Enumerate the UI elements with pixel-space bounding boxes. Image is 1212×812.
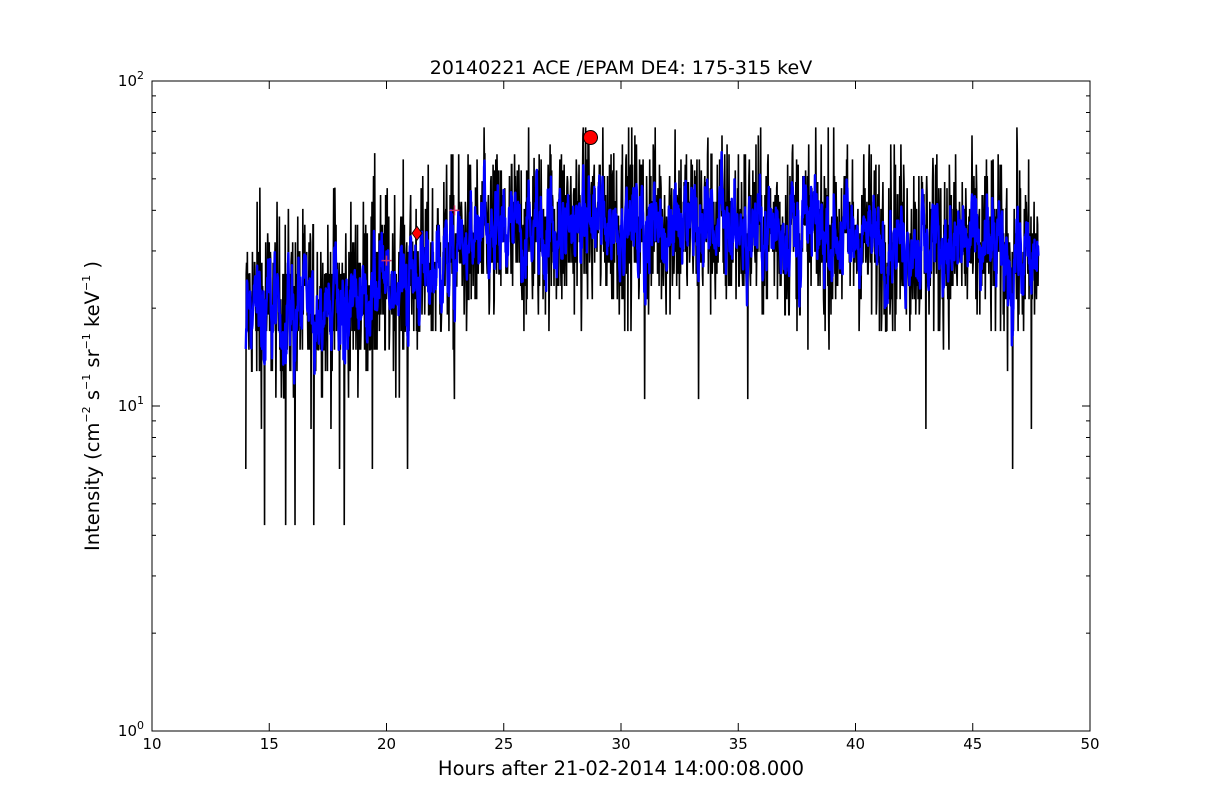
y-label-cm-exponent: −2 <box>80 406 93 422</box>
marker-plus-2 <box>381 255 392 266</box>
y-tick-label: 102 <box>118 69 144 90</box>
x-tick-label: 50 <box>1080 735 1099 753</box>
y-label-s-exponent: −1 <box>80 374 93 390</box>
y-label-sr-exponent: −1 <box>80 333 93 349</box>
y-label-kev: keV <box>81 290 104 333</box>
y-axis-label: Intensity (cm−2 s−1 sr−1 keV−1 ) <box>80 261 104 551</box>
y-label-s: s <box>81 390 104 406</box>
y-tick-label: 101 <box>118 394 144 415</box>
y-tick-label: 100 <box>118 719 144 740</box>
series-group <box>244 127 1040 526</box>
x-tick-label: 40 <box>846 735 865 753</box>
data-layer <box>244 127 1040 526</box>
x-tick-label: 10 <box>142 735 161 753</box>
x-tick-label: 15 <box>260 735 279 753</box>
peak-marker-circle <box>583 130 599 146</box>
x-axis-label: Hours after 21-02-2014 14:00:08.000 <box>438 757 804 780</box>
x-tick-label: 35 <box>729 735 748 753</box>
y-label-prefix: Intensity (cm <box>81 423 104 551</box>
marker-plus-3 <box>449 205 460 216</box>
x-tick-label: 25 <box>494 735 513 753</box>
series-smoothed-line <box>244 150 1040 385</box>
x-tick-label: 45 <box>963 735 982 753</box>
onset-marker-diamond <box>411 225 423 241</box>
x-tick-label: 30 <box>611 735 630 753</box>
y-label-suffix: ) <box>81 261 104 275</box>
ticks-layer: 10 15 20 25 30 35 40 45 50 100 101 102 <box>118 69 1100 753</box>
y-label-kev-exponent: −1 <box>80 275 93 291</box>
chart-title: 20140221 ACE /EPAM DE4: 175-315 keV <box>430 57 812 79</box>
y-label-sr: sr <box>81 348 104 373</box>
x-tick-label: 20 <box>377 735 396 753</box>
